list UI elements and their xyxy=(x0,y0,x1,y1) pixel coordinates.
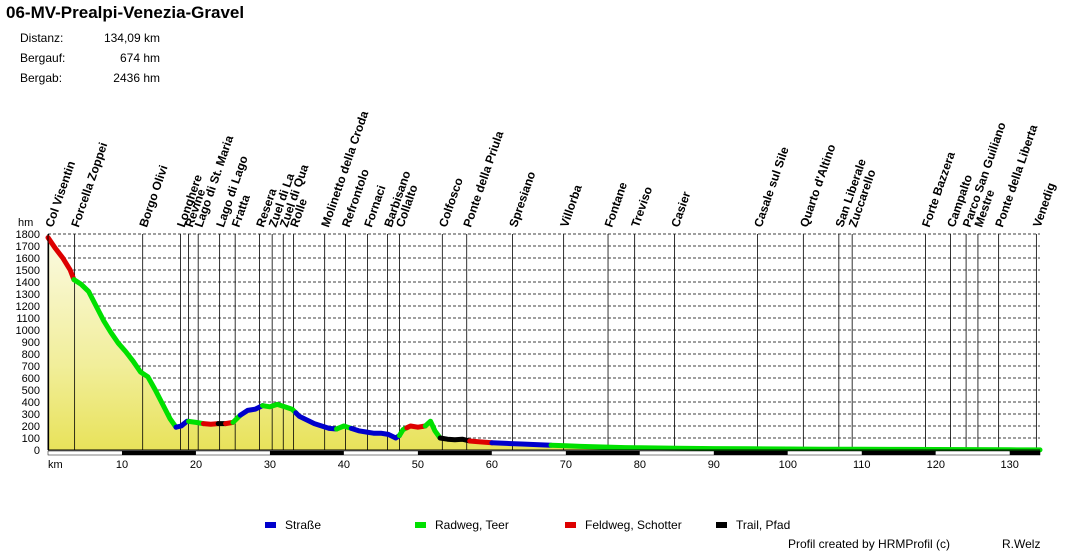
distance-bar-block xyxy=(48,451,122,455)
distance-bar-block xyxy=(1009,451,1040,455)
y-tick-label: 1400 xyxy=(16,277,40,289)
stat-distance-value: 134,09 km xyxy=(103,31,160,45)
legend-swatch-radweg xyxy=(415,522,426,528)
distance-bar-block xyxy=(565,451,640,455)
profile-segment xyxy=(422,418,443,441)
legend-swatch-strasse xyxy=(265,522,276,528)
waypoint-label: Casier xyxy=(668,189,693,229)
distance-bar-block xyxy=(639,451,714,455)
profile-segment xyxy=(548,442,1043,453)
legend-label-feldweg: Feldweg, Schotter xyxy=(585,518,682,532)
elevation-area xyxy=(48,237,1040,450)
x-tick-label: 30 xyxy=(264,459,276,471)
x-axis-label: km xyxy=(48,459,63,471)
y-tick-label: 900 xyxy=(22,337,40,349)
x-tick-label: 120 xyxy=(927,459,945,471)
legend-item-feldweg: Feldweg, Schotter xyxy=(565,518,682,532)
y-tick-label: 1700 xyxy=(16,241,40,253)
x-tick-label: 20 xyxy=(190,459,202,471)
distance-bar-block xyxy=(861,451,936,455)
x-tick-label: 40 xyxy=(338,459,350,471)
y-tick-label: 1300 xyxy=(16,289,40,301)
y-tick-label: 300 xyxy=(22,409,40,421)
y-tick-label: 500 xyxy=(22,385,40,397)
y-axis-label: hm xyxy=(18,217,33,229)
legend-label-strasse: Straße xyxy=(285,518,322,532)
y-tick-label: 200 xyxy=(22,421,40,433)
legend-swatch-trail xyxy=(716,522,727,528)
footer-credit: Profil created by HRMProfil (c) xyxy=(788,537,951,551)
legend-item-radweg: Radweg, Teer xyxy=(415,518,509,532)
profile-segment xyxy=(293,410,339,432)
distance-bar-block xyxy=(713,451,788,455)
waypoint-label: Casale sul Sile xyxy=(751,145,792,229)
waypoint-label: Quarto d'Altino xyxy=(797,142,839,229)
y-tick-label: 1000 xyxy=(16,325,40,337)
x-tick-label: 130 xyxy=(1001,459,1019,471)
profile-segment xyxy=(437,435,473,444)
y-tick-label: 1600 xyxy=(16,253,40,265)
profile-segment xyxy=(467,438,495,446)
x-tick-label: 70 xyxy=(560,459,572,471)
distance-bar-block xyxy=(417,451,492,455)
stat-ascent-label: Bergauf: xyxy=(20,51,66,65)
waypoint-label: Ponte della Priula xyxy=(460,129,506,229)
y-tick-label: 1100 xyxy=(16,313,40,325)
stat-distance-label: Distanz: xyxy=(20,31,64,45)
waypoint-label: Fontane xyxy=(602,180,631,229)
y-tick-label: 1500 xyxy=(16,265,40,277)
waypoint-label: Spresiano xyxy=(506,170,538,229)
profile-segment xyxy=(348,425,402,441)
distance-bar-block xyxy=(787,451,862,455)
y-tick-label: 1800 xyxy=(16,229,40,241)
y-tick-label: 700 xyxy=(22,361,40,373)
y-tick-label: 400 xyxy=(22,397,40,409)
x-tick-label: 80 xyxy=(634,459,646,471)
y-tick-label: 100 xyxy=(22,433,40,445)
distance-bar-block xyxy=(491,451,566,455)
distance-bar-block xyxy=(269,451,344,455)
distance-bar-block xyxy=(935,451,1010,455)
y-tick-label: 800 xyxy=(22,349,40,361)
x-tick-label: 110 xyxy=(853,459,871,471)
waypoint-label: Treviso xyxy=(628,185,655,229)
x-tick-label: 60 xyxy=(486,459,498,471)
legend-label-radweg: Radweg, Teer xyxy=(435,518,509,532)
page-title: 06-MV-Prealpi-Venezia-Gravel xyxy=(6,3,245,22)
waypoint-label: Forcella Zoppei xyxy=(68,141,110,229)
x-tick-label: 10 xyxy=(116,459,128,471)
profile-segment xyxy=(260,401,299,416)
profile-segment xyxy=(237,403,265,418)
distance-bar-block xyxy=(121,451,196,455)
waypoint-label: Venedig xyxy=(1030,181,1058,229)
waypoint-label: Borgo Olivi xyxy=(136,163,170,229)
profile-segment xyxy=(71,277,179,430)
waypoint-label: Villorba xyxy=(557,183,585,229)
legend-item-trail: Trail, Pfad xyxy=(716,518,790,532)
footer-author: R.Welz xyxy=(1002,537,1041,551)
stat-ascent-value: 674 hm xyxy=(119,51,160,65)
legend-item-strasse: Straße xyxy=(265,518,321,532)
legend-label-trail: Trail, Pfad xyxy=(736,518,791,532)
legend-swatch-feldweg xyxy=(565,522,576,528)
stat-descent-value: 2436 hm xyxy=(113,71,160,85)
x-tick-label: 90 xyxy=(708,459,720,471)
stat-descent-label: Bergab: xyxy=(20,71,63,85)
y-tick-label: 0 xyxy=(34,445,40,457)
distance-bar-block xyxy=(195,451,270,455)
profile-segment xyxy=(404,423,428,431)
y-tick-label: 600 xyxy=(22,373,40,385)
profile-segment xyxy=(334,423,354,432)
distance-bar-block xyxy=(343,451,418,455)
profile-segment xyxy=(489,440,554,448)
x-tick-label: 50 xyxy=(412,459,424,471)
distance-bar-frame xyxy=(47,450,1041,456)
profile-segment xyxy=(45,235,77,283)
x-tick-label: 100 xyxy=(779,459,797,471)
y-tick-label: 1200 xyxy=(16,301,40,313)
